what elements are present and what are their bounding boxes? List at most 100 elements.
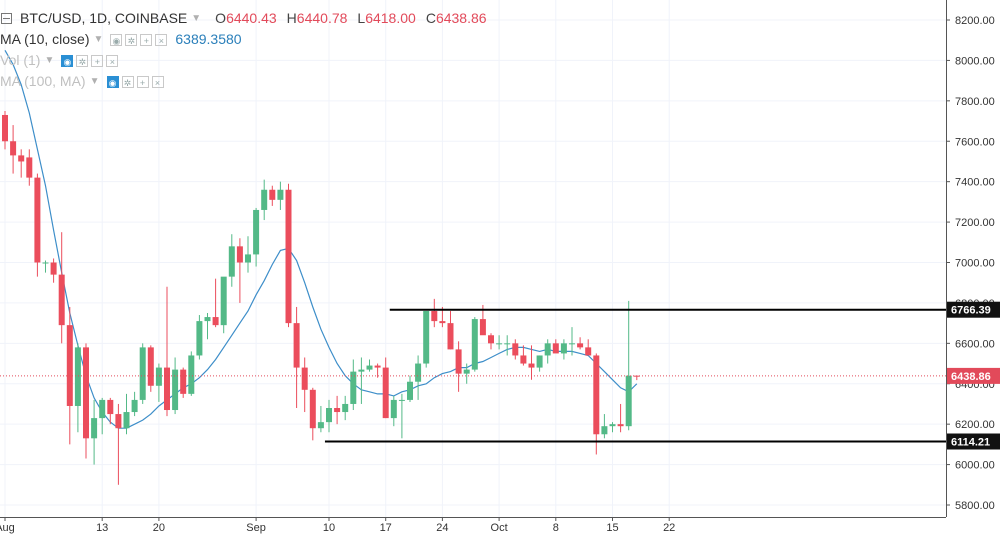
collapse-icon[interactable]: [1, 13, 12, 24]
plus-icon[interactable]: +: [91, 54, 104, 67]
candle: [196, 315, 203, 360]
level-label: 6114.21: [951, 437, 990, 449]
candle-body: [107, 399, 114, 415]
candle-body: [115, 414, 122, 429]
plus-icon[interactable]: +: [136, 75, 149, 88]
candle-body: [204, 317, 211, 322]
candle-body: [99, 399, 106, 419]
low-value: 6418.00: [365, 10, 416, 26]
time-axis[interactable]: Aug 13 20 Sep 10 17 24 Oct 8 15 22: [0, 517, 946, 534]
candle-body: [285, 189, 292, 324]
last-price-label: 6438.86: [951, 371, 991, 383]
candle-body: [439, 321, 446, 324]
candle-body: [423, 311, 430, 364]
candle: [236, 238, 243, 303]
candle: [123, 393, 130, 435]
candle-body: [496, 343, 503, 345]
price-axis[interactable]: 5800.006000.006200.006400.006600.006800.…: [946, 0, 1000, 517]
y-tick-label: 8200.00: [955, 15, 995, 27]
symbol-title[interactable]: BTC/USD, 1D, COINBASE: [20, 10, 188, 26]
candle-body: [277, 189, 284, 200]
candle: [569, 327, 575, 356]
eye-icon[interactable]: ◉: [106, 75, 119, 88]
candle-body: [601, 426, 608, 435]
y-tick-label: 7800.00: [955, 96, 995, 108]
gear-icon[interactable]: ✲: [76, 54, 89, 67]
candle-body: [58, 274, 65, 326]
candle-body: [74, 347, 81, 406]
last-price-label-bg: [947, 367, 1000, 384]
moving-average-line: [4, 50, 638, 429]
ma-label[interactable]: MA (10, close): [0, 31, 90, 47]
chevron-down-icon[interactable]: ▼: [44, 55, 55, 66]
candle-body: [415, 363, 422, 382]
chevron-down-icon[interactable]: ▼: [93, 34, 104, 45]
candle: [398, 393, 405, 439]
x-tick-label: 15: [606, 522, 618, 534]
candle: [285, 183, 292, 328]
candle-body: [398, 399, 405, 401]
candle-body: [155, 367, 162, 386]
candle-body: [83, 347, 89, 439]
close-icon[interactable]: ×: [155, 33, 168, 46]
candle-body: [577, 343, 584, 348]
candle-body: [569, 343, 575, 345]
candle: [34, 173, 41, 277]
candle-body: [236, 246, 243, 263]
x-tick-label: Oct: [491, 522, 508, 534]
candle-body: [172, 369, 179, 411]
close-value: 6438.86: [435, 10, 487, 26]
candle: [2, 110, 8, 150]
candle: [10, 125, 17, 174]
level-label-bg: [947, 301, 1000, 318]
y-tick-label: 7400.00: [955, 177, 995, 189]
candle-body: [293, 323, 300, 368]
chevron-down-icon[interactable]: ▼: [89, 76, 100, 87]
candle: [188, 351, 195, 396]
eye-icon[interactable]: ◉: [110, 33, 123, 46]
x-tick-label: 8: [553, 522, 559, 534]
candle-body: [147, 347, 154, 386]
candle-body: [350, 371, 357, 404]
candle-body: [326, 408, 332, 423]
eye-icon[interactable]: ◉: [61, 54, 74, 67]
candle: [512, 339, 519, 360]
vol-label[interactable]: Vol (1): [0, 52, 41, 68]
ma100-label[interactable]: MA (100, MA): [0, 73, 86, 89]
candle-body: [18, 155, 25, 162]
candle-body: [334, 408, 341, 413]
y-tick-label: 7600.00: [955, 136, 995, 148]
candle-body: [463, 369, 470, 374]
candle: [326, 399, 332, 433]
gear-icon[interactable]: ✲: [121, 75, 134, 88]
candle: [261, 179, 268, 221]
candle: [455, 341, 462, 392]
candle-body: [34, 177, 41, 263]
candle-body: [617, 424, 624, 427]
y-tick-label: 6200.00: [955, 419, 995, 431]
chevron-down-icon[interactable]: ▼: [191, 13, 202, 24]
close-icon[interactable]: ×: [106, 54, 119, 67]
candle-body: [123, 412, 130, 429]
candle: [91, 399, 98, 465]
candle: [164, 286, 170, 417]
candle: [528, 345, 535, 380]
chart-legend: BTC/USD, 1D, COINBASE ▼ O 6440.43 H 6440.7…: [0, 8, 487, 92]
close-icon[interactable]: ×: [151, 75, 164, 88]
candle-body: [366, 365, 373, 370]
plus-icon[interactable]: +: [140, 33, 153, 46]
candle-body: [261, 189, 268, 210]
candle: [212, 278, 219, 328]
y-tick-label: 6600.00: [955, 338, 995, 350]
y-tick-label: 8000.00: [955, 55, 995, 67]
candle: [26, 149, 33, 186]
candle: [253, 207, 260, 267]
candle-body: [407, 381, 413, 400]
candle-body: [560, 343, 567, 354]
open-label: O: [215, 10, 227, 26]
gear-icon[interactable]: ✲: [125, 33, 138, 46]
candle-body: [164, 367, 170, 411]
candle: [180, 367, 187, 398]
ma-value: 6389.3580: [175, 31, 242, 47]
